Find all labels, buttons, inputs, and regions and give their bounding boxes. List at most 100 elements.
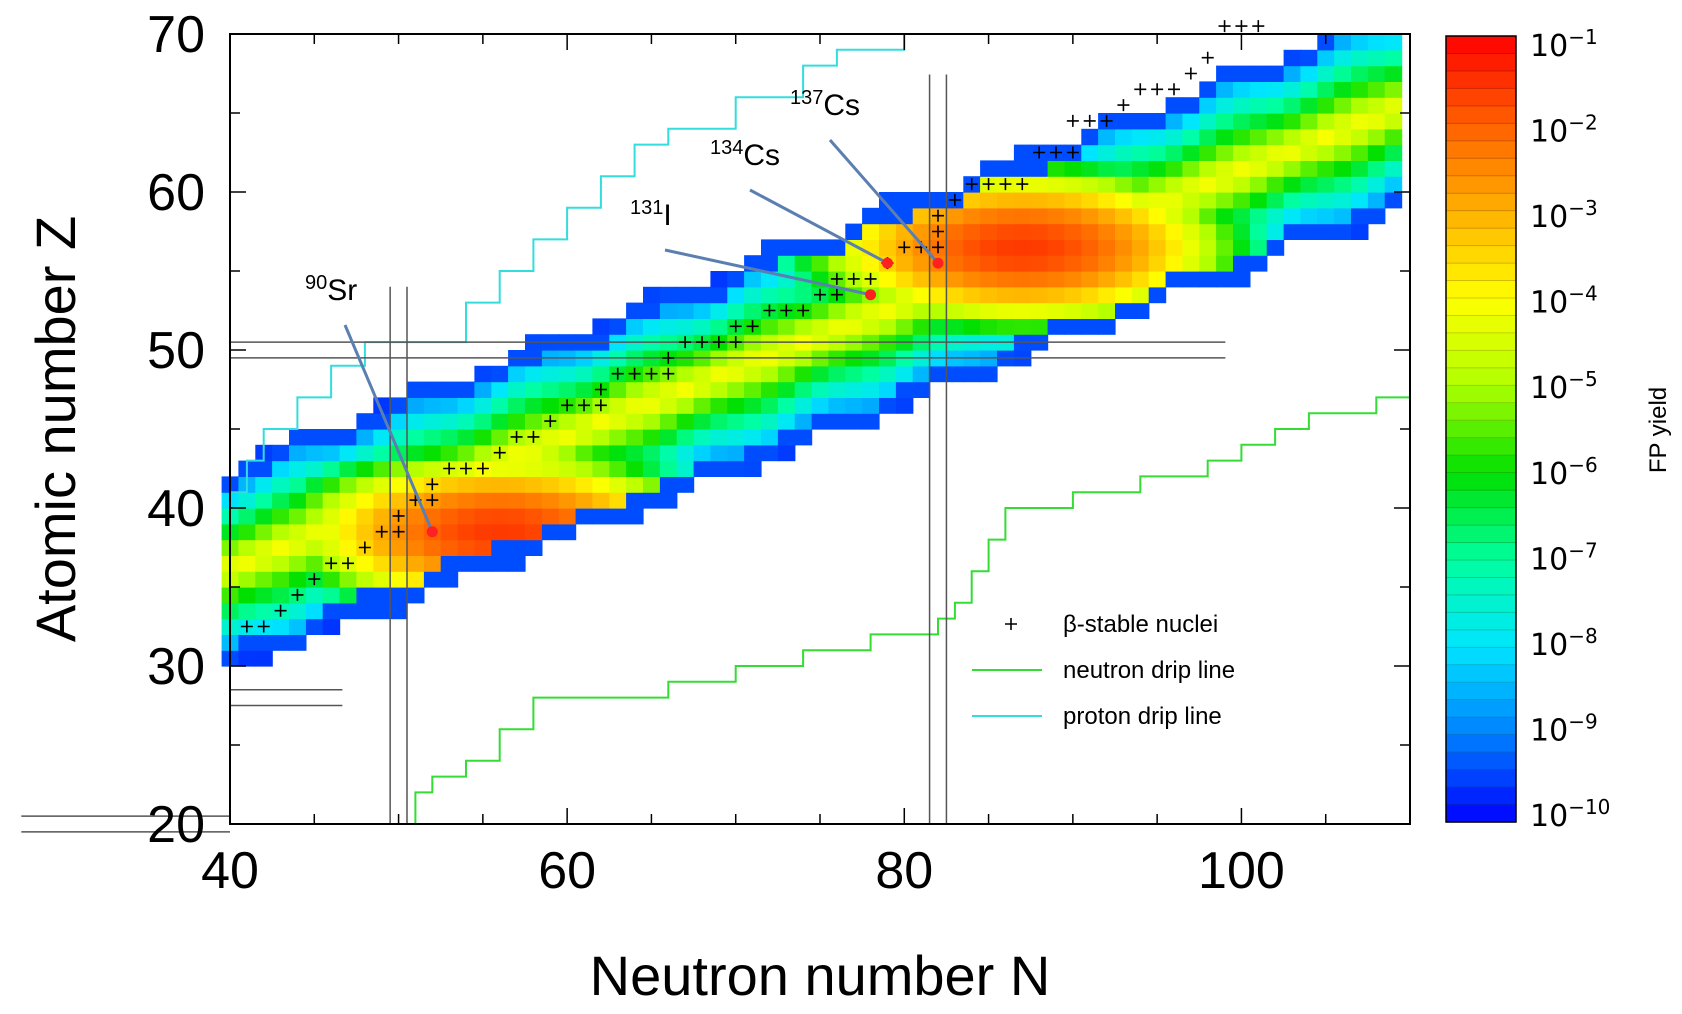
heat-cell: [895, 192, 914, 209]
heat-cell: [1216, 223, 1234, 240]
heat-cell: [1165, 223, 1184, 240]
heat-cell: [423, 381, 442, 398]
heat-cell: [777, 255, 796, 272]
heat-cell: [777, 397, 796, 414]
heat-cell: [373, 492, 391, 509]
heat-cell: [525, 413, 543, 430]
heat-cell: [457, 492, 476, 509]
stable-nucleus-marker: [1218, 20, 1231, 33]
heat-cell: [1334, 192, 1352, 209]
annotation-mass: 131: [630, 197, 663, 219]
heat-cell: [1300, 207, 1318, 225]
heat-cell: [609, 476, 627, 493]
heat-cell: [879, 207, 897, 225]
heat-cell: [895, 302, 914, 319]
heat-cell: [423, 413, 442, 430]
heat-cell: [457, 413, 476, 430]
heat-cell: [423, 555, 442, 572]
colorbar-tick-label: 10−2: [1530, 111, 1598, 150]
colorbar-band: [1446, 140, 1516, 159]
heat-cell: [1098, 223, 1116, 240]
colorbar-band: [1446, 298, 1516, 317]
colorbar-frame: [1445, 35, 1517, 823]
heat-cell: [761, 255, 779, 272]
heat-cell: [339, 492, 358, 509]
heat-cell: [912, 192, 931, 209]
heat-cell: [1300, 81, 1318, 98]
heat-cell: [305, 492, 324, 509]
heat-cell: [761, 239, 779, 256]
heat-cell: [373, 571, 391, 588]
colorbar-band: [1446, 420, 1516, 439]
heat-cell: [626, 476, 644, 493]
heat-cell: [289, 539, 307, 556]
heat-cell: [541, 460, 560, 477]
heat-cell: [541, 523, 560, 541]
heat-cell: [946, 286, 964, 304]
heat-cell: [305, 508, 324, 525]
annotation-symbol: Sr: [327, 274, 357, 307]
heat-cell: [1317, 207, 1335, 225]
heat-cell: [272, 508, 290, 525]
heat-cell: [1300, 49, 1318, 67]
stable-nucleus-marker: [240, 620, 253, 633]
heat-cell: [676, 460, 695, 477]
heat-cell: [879, 397, 897, 414]
heat-cell: [1216, 65, 1234, 82]
heat-cell: [339, 476, 358, 493]
heat-cell: [423, 429, 442, 446]
heat-cell: [1165, 192, 1184, 209]
stable-nucleus-marker: [948, 193, 961, 206]
heat-cell: [693, 381, 712, 398]
heat-cell: [1384, 81, 1403, 98]
heat-cell: [525, 444, 543, 462]
heat-cell: [474, 444, 492, 462]
heat-cell: [1233, 176, 1251, 193]
heat-cell: [1300, 128, 1318, 146]
heat-cell: [1384, 192, 1403, 209]
heat-cell: [440, 555, 459, 572]
colorbar-band: [1446, 228, 1516, 247]
heat-cell: [676, 444, 695, 462]
heat-cell: [1131, 176, 1150, 193]
annotation-symbol: I: [663, 199, 671, 232]
heat-cell: [592, 444, 610, 462]
stable-nucleus-marker: [1235, 20, 1248, 33]
heat-cell: [727, 381, 745, 398]
heat-cell: [1384, 34, 1403, 51]
heat-cell: [322, 508, 341, 525]
heat-cell: [626, 413, 644, 430]
heat-cell: [761, 413, 779, 430]
heat-cell: [1098, 302, 1116, 319]
heat-cell: [508, 397, 526, 414]
heat-cell: [255, 539, 273, 556]
heat-cell: [356, 413, 374, 430]
heat-cell: [1233, 192, 1251, 209]
heat-cell: [643, 492, 661, 509]
heat-cell: [1013, 192, 1032, 209]
heat-cell: [1165, 113, 1184, 130]
heat-cell: [457, 429, 476, 446]
stable-nucleus-marker: [645, 367, 658, 380]
heat-cell: [1098, 318, 1116, 335]
heat-cell: [1283, 65, 1302, 82]
heat-cell: [1249, 97, 1268, 114]
legend: β-stable nuclei neutron drip line proton d…: [972, 611, 1235, 730]
heat-cell: [440, 429, 459, 446]
heat-cell: [980, 160, 998, 177]
heat-cell: [592, 476, 610, 493]
heat-cell: [1199, 144, 1217, 161]
heat-cell: [1233, 223, 1251, 240]
colorbar-band: [1446, 88, 1516, 107]
heat-cell: [1199, 128, 1217, 146]
heat-cell: [845, 397, 863, 414]
heat-cell: [1351, 81, 1369, 98]
heat-cell: [1081, 207, 1099, 225]
heat-cell: [946, 207, 964, 225]
heat-cell: [272, 555, 290, 572]
heat-cell: [676, 381, 695, 398]
stable-nucleus-marker: [1151, 83, 1164, 96]
heat-cell: [1317, 144, 1335, 161]
heat-cell: [963, 318, 981, 335]
y-tick-label: 40: [147, 480, 205, 538]
